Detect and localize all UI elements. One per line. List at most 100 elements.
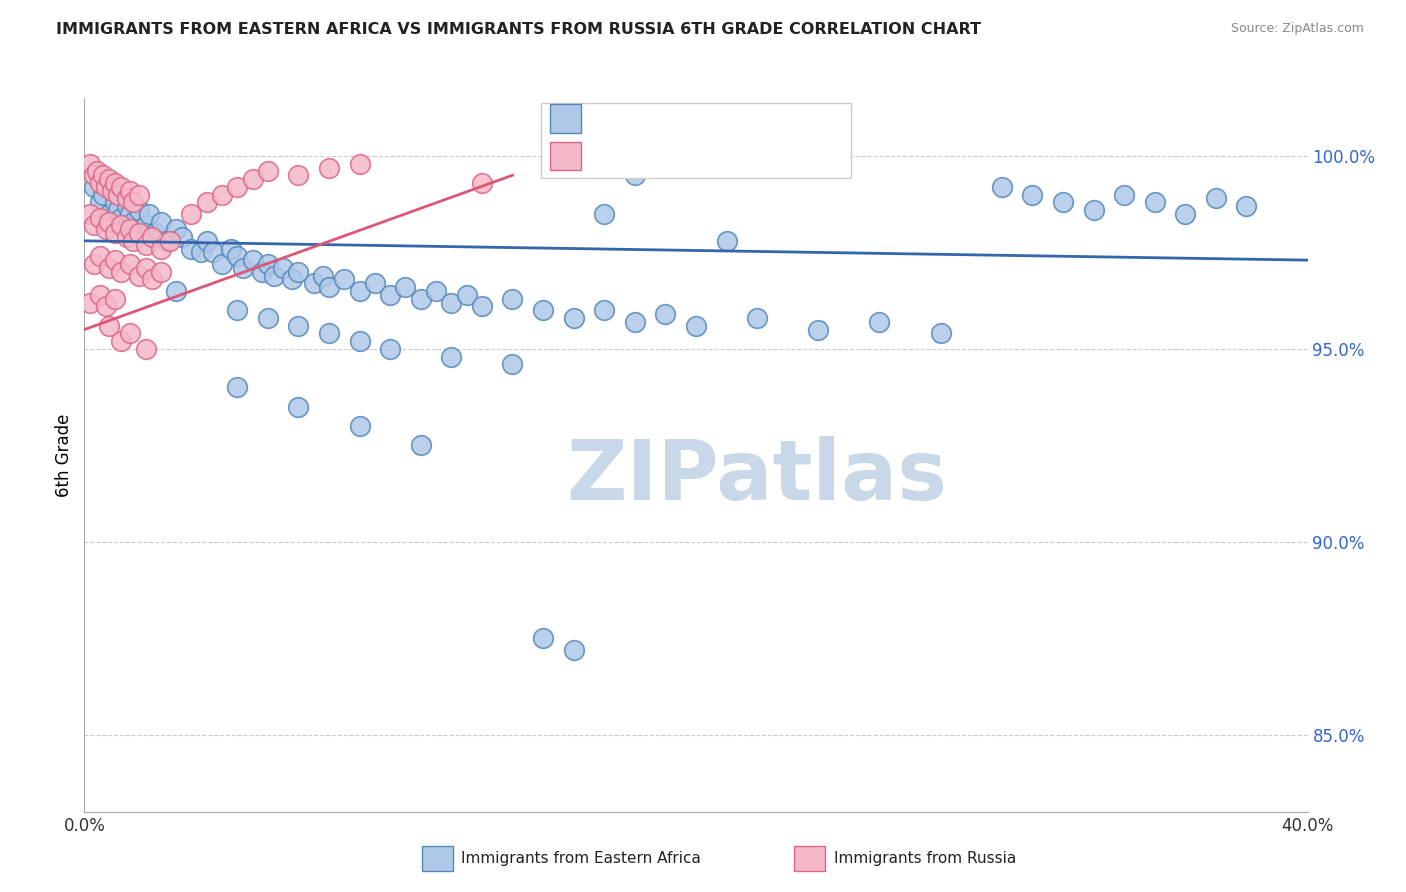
Point [456,288,478,302]
Point [180,207,202,221]
Point [115,191,138,205]
Point [747,310,769,325]
Point [128,268,150,283]
Point [211,257,233,271]
Point [101,184,124,198]
Point [138,207,160,221]
Point [219,242,242,256]
Point [562,642,585,657]
Point [120,326,142,341]
Point [97,207,120,221]
Point [128,202,150,217]
Point [94,222,117,236]
Point [1052,195,1074,210]
Point [287,168,309,182]
Point [120,257,142,271]
Point [172,230,194,244]
Point [89,211,111,225]
Point [89,249,111,263]
Point [122,234,145,248]
Point [502,357,524,371]
Point [349,334,371,348]
Point [110,334,132,348]
Point [120,222,142,236]
Point [502,292,524,306]
Y-axis label: 6th Grade: 6th Grade [55,413,73,497]
Point [83,168,105,182]
Point [91,187,114,202]
Point [1236,199,1258,213]
Point [97,172,120,186]
Point [79,207,101,221]
Point [120,207,142,221]
Point [318,280,340,294]
Point [226,380,249,394]
Point [110,219,132,233]
Point [104,226,127,240]
Point [593,157,616,171]
Point [318,161,340,175]
Point [287,400,309,414]
Point [201,245,224,260]
Text: 81: 81 [741,110,761,128]
Text: Immigrants from Eastern Africa: Immigrants from Eastern Africa [461,851,702,865]
Text: Source: ZipAtlas.com: Source: ZipAtlas.com [1230,22,1364,36]
Point [159,234,181,248]
Text: N =: N = [685,110,745,128]
Point [190,245,212,260]
Point [135,260,157,275]
Point [115,199,138,213]
Point [349,157,371,171]
Point [281,272,304,286]
Text: N =: N = [685,147,745,165]
Point [807,322,830,336]
Point [471,300,494,314]
Point [94,179,117,194]
Point [110,211,132,225]
Point [128,187,150,202]
Point [716,234,738,248]
Point [135,237,157,252]
Point [97,260,120,275]
Point [287,265,309,279]
Point [135,342,157,356]
Point [110,265,132,279]
Point [115,230,138,244]
Point [211,187,233,202]
Text: R =: R = [589,147,628,165]
Point [110,179,132,194]
Point [149,265,172,279]
Point [165,222,187,236]
Point [156,234,179,248]
Point [991,179,1014,194]
Point [624,168,647,182]
Point [91,168,114,182]
Point [97,318,120,333]
Point [318,326,340,341]
Point [242,172,264,186]
Point [141,230,163,244]
Point [471,176,494,190]
Point [1205,191,1227,205]
Point [425,284,447,298]
Point [83,219,105,233]
Point [226,303,249,318]
Text: 59: 59 [741,147,761,165]
Point [232,260,254,275]
Point [380,342,402,356]
Point [86,164,108,178]
Point [195,234,218,248]
Point [929,326,952,341]
Point [562,310,585,325]
Point [79,295,101,310]
Point [364,277,387,291]
Point [104,253,127,268]
Point [120,184,142,198]
Point [89,288,111,302]
Point [242,253,264,268]
Point [122,195,145,210]
Point [1021,187,1043,202]
Point [107,202,129,217]
Point [271,260,294,275]
Point [180,242,202,256]
